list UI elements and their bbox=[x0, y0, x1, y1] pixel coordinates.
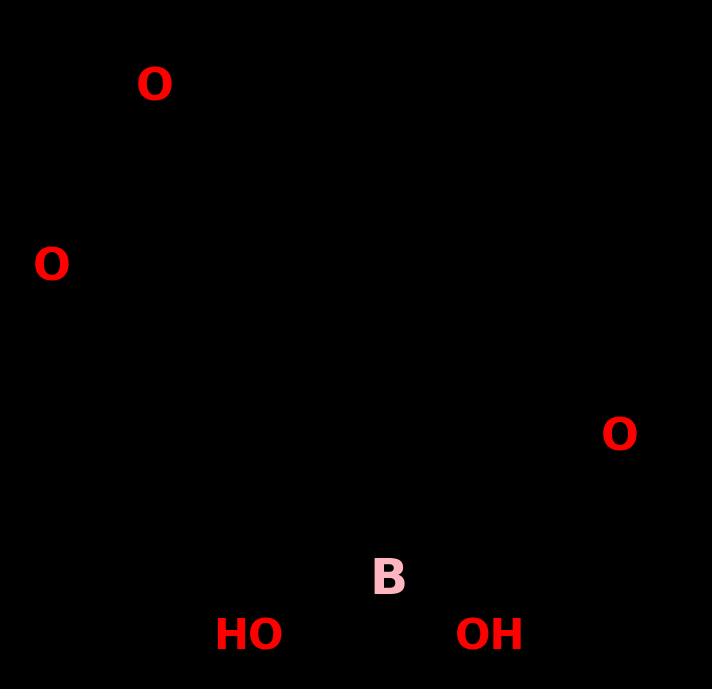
Text: O: O bbox=[33, 247, 71, 289]
Text: HO: HO bbox=[213, 617, 283, 659]
Text: B: B bbox=[369, 556, 407, 604]
Text: O: O bbox=[601, 416, 639, 460]
Text: OH: OH bbox=[455, 617, 525, 659]
Text: O: O bbox=[136, 67, 174, 110]
